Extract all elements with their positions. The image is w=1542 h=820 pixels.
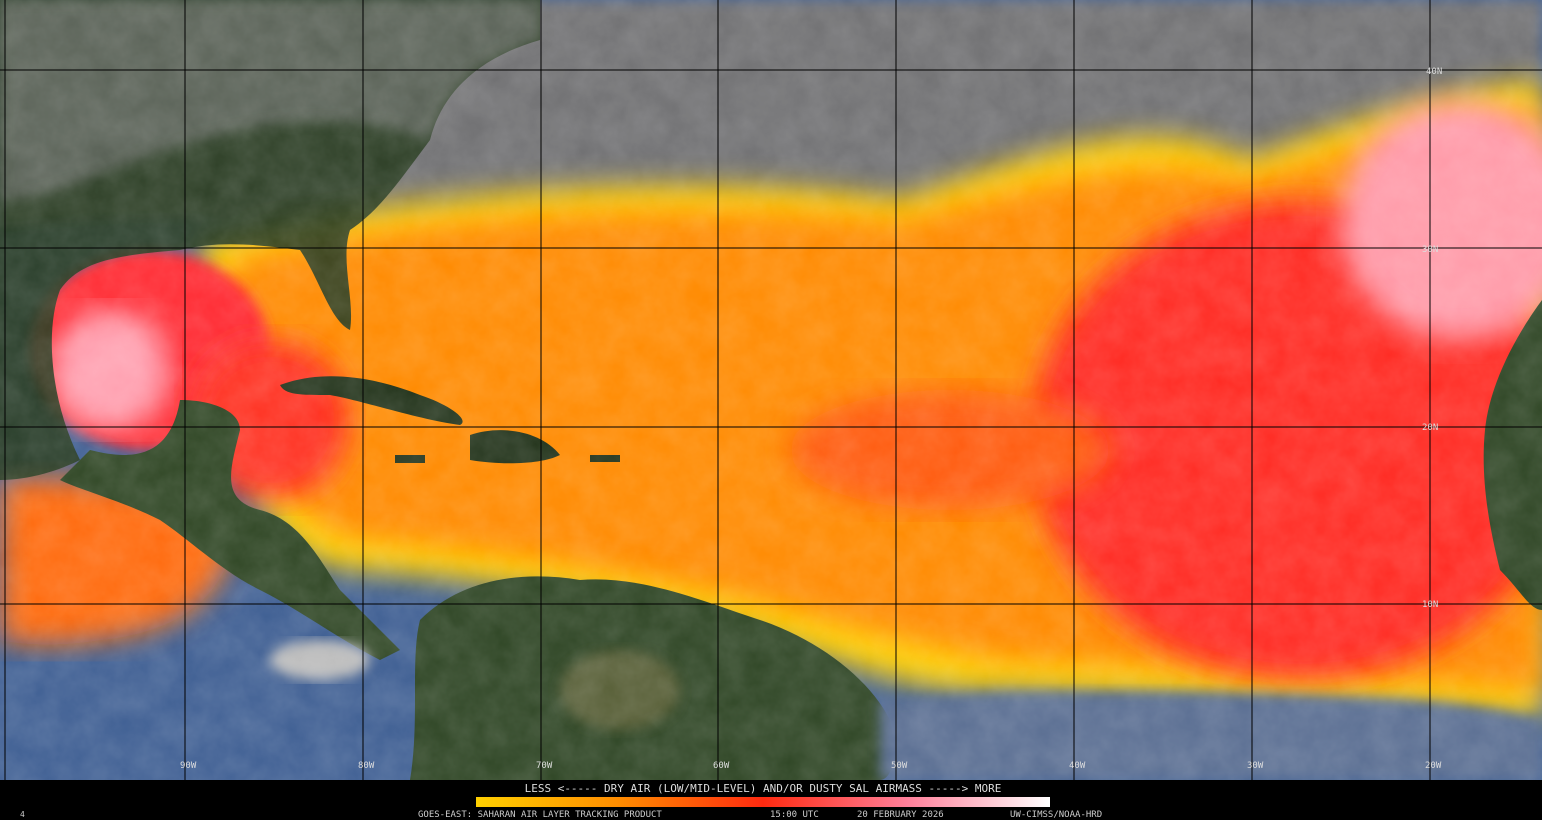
lon-label: 50W: [891, 761, 908, 771]
graticule: [0, 0, 1542, 780]
lat-label: 40N: [1426, 67, 1442, 77]
footer-credit: UW-CIMSS/NOAA-HRD: [1010, 810, 1102, 820]
lon-label: 30W: [1247, 761, 1264, 771]
lon-label: 60W: [713, 761, 730, 771]
satellite-image: [0, 0, 1542, 780]
footer-product: GOES-EAST: SAHARAN AIR LAYER TRACKING PR…: [418, 810, 662, 820]
lon-label: 80W: [358, 761, 375, 771]
lat-label: 10N: [1422, 600, 1438, 610]
lon-labels: 90W 80W 70W 60W 50W 40W 30W 20W: [180, 761, 1442, 771]
lat-label: 20N: [1422, 423, 1438, 433]
footer-date: 20 FEBRUARY 2026: [857, 810, 944, 820]
lat-label: 30N: [1422, 245, 1438, 255]
lon-label: 90W: [180, 761, 197, 771]
legend-text: LESS <----- DRY AIR (LOW/MID-LEVEL) AND/…: [525, 782, 1002, 795]
lon-label: 20W: [1425, 761, 1442, 771]
lon-label: 70W: [536, 761, 553, 771]
lat-labels: 40N 30N 20N 10N: [1422, 67, 1442, 610]
lon-label: 40W: [1069, 761, 1086, 771]
corner-label: 4: [20, 810, 25, 819]
color-bar: [476, 797, 1050, 807]
footer-time: 15:00 UTC: [770, 810, 819, 820]
